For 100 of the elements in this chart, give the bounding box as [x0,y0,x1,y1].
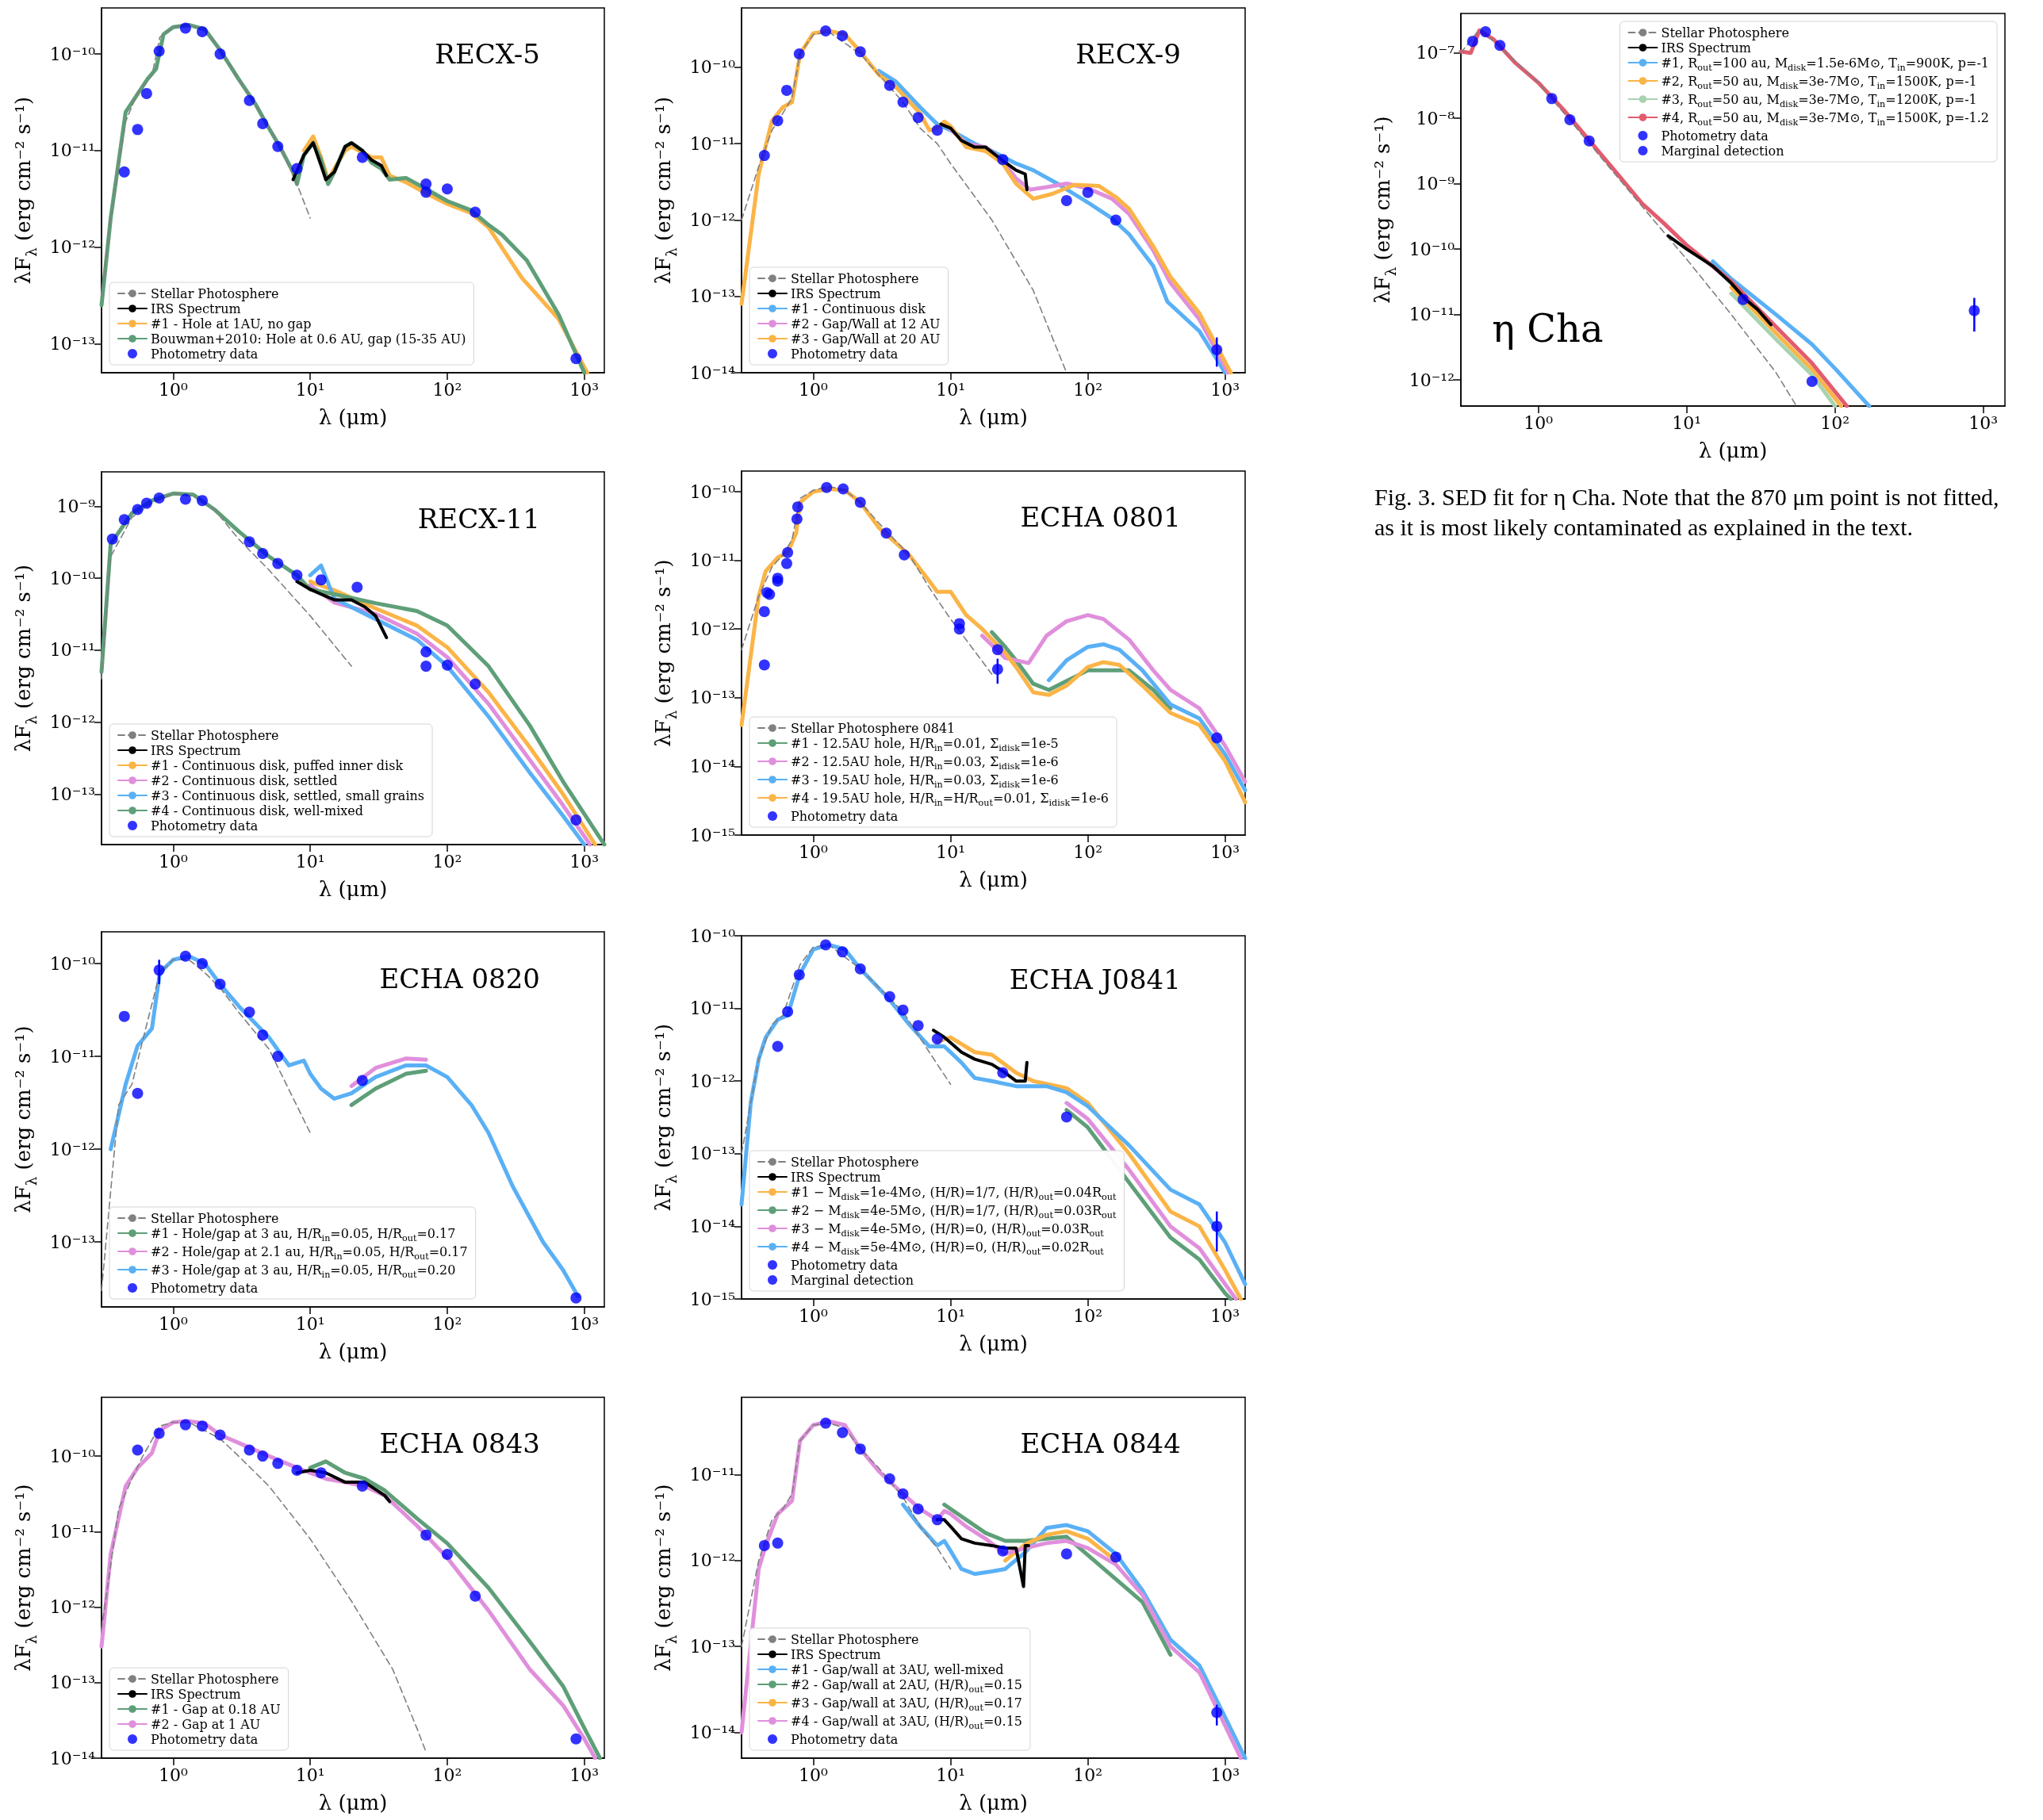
legend-label: Stellar Photosphere [791,1631,919,1647]
legend-label: #3 - Continuous disk, settled, small grains [151,787,425,803]
y-axis-title: λFλ (erg cm⁻² s⁻¹) [10,1025,40,1213]
y-tick-label: 10⁻⁸ [1416,108,1455,128]
y-tick-label: 10⁻¹¹ [689,133,735,154]
x-tick-label: 10⁰ [158,851,188,872]
x-tick-label: 10⁰ [799,1764,829,1785]
x-tick-label: 10⁰ [158,1764,188,1785]
legend-label: Photometry data [151,346,259,362]
y-tick-label: 10⁻¹³ [689,688,735,708]
y-tick-label: 10⁻¹⁰ [49,953,96,974]
x-tick-label: 10³ [1210,841,1240,862]
y-axis-title: λFλ (erg cm⁻² s⁻¹) [650,1023,680,1212]
y-tick-label: 10⁻¹³ [49,1672,95,1693]
legend-label: Marginal detection [791,1272,914,1288]
text: RECX-5 [435,38,540,71]
legend-label: Bouwman+2010: Hole at 0.6 AU, gap (15-35 AU) [151,331,466,347]
legend-label: #4 - Continuous disk, well-mixed [151,803,363,818]
x-tick-label: 10² [1820,412,1850,433]
y-tick-label: 10⁻¹⁴ [49,1748,96,1768]
x-tick-label: 10⁰ [158,379,188,400]
y-tick-label: 10⁻¹⁰ [1409,239,1455,259]
y-tick-label: 10⁻¹⁰ [689,925,736,946]
legend-label: Stellar Photosphere [791,1154,919,1170]
y-tick-label: 10⁻¹⁴ [689,1722,736,1742]
x-axis-title: λ (μm) [959,1790,1028,1814]
y-tick-label: 10⁻¹⁴ [689,756,736,776]
y-axis-title: λFλ (erg cm⁻² s⁻¹) [650,559,680,747]
x-tick-label: 10³ [569,1764,600,1785]
x-tick-label: 10³ [569,379,600,400]
x-tick-label: 10¹ [295,379,325,400]
x-axis-title: λ (μm) [959,404,1028,429]
x-tick-label: 10² [1073,379,1103,400]
legend-label: #2 - Gap/Wall at 12 AU [791,316,941,331]
y-tick-label: 10⁻⁹ [56,496,96,516]
legend-label: IRS Spectrum [791,1646,881,1662]
y-tick-label: 10⁻¹¹ [689,998,735,1019]
y-tick-label: 10⁻¹⁵ [689,1289,735,1309]
legend-label: #3 - Gap/Wall at 20 AU [791,331,941,347]
legend-label: #1 - Gap at 0.18 AU [151,1701,281,1717]
legend-label: Marginal detection [1661,143,1784,159]
legend-label: Stellar Photosphere [1661,25,1789,40]
y-tick-label: 10⁻¹¹ [49,1046,95,1067]
legend-label: #1 - Hole at 1AU, no gap [151,316,312,331]
x-tick-label: 10⁰ [799,379,829,400]
y-tick-label: 10⁻¹⁰ [49,568,96,588]
x-tick-label: 10² [1073,841,1103,862]
x-axis-title: λ (μm) [318,876,388,901]
x-tick-label: 10¹ [936,1764,965,1785]
x-tick-label: 10¹ [295,1764,325,1785]
legend-label: Stellar Photosphere [791,270,919,286]
x-tick-label: 10² [432,851,462,872]
legend-label: Photometry data [791,346,899,362]
x-tick-label: 10³ [1210,1305,1240,1326]
y-tick-label: 10⁻¹¹ [49,140,95,161]
legend-label: Stellar Photosphere [151,1210,279,1226]
y-tick-label: 10⁻¹² [689,209,735,230]
x-tick-label: 10¹ [1672,412,1702,433]
x-axis-title: λ (μm) [959,867,1028,891]
x-axis-title: λ (μm) [959,1331,1028,1355]
text: RECX-9 [1075,38,1181,71]
x-tick-label: 10⁰ [799,1305,829,1326]
y-tick-label: 10⁻¹¹ [1409,305,1455,325]
x-tick-label: 10¹ [936,1305,965,1326]
text: ECHA 0820 [379,962,540,994]
text: ECHA 0801 [1020,501,1181,534]
text: ECHA J0841 [1009,964,1181,996]
legend-label: IRS Spectrum [151,742,241,758]
y-tick-label: 10⁻¹⁵ [689,825,735,845]
x-tick-label: 10⁰ [158,1313,188,1334]
legend-label: Photometry data [791,808,899,824]
y-tick-label: 10⁻¹² [49,237,95,258]
y-tick-label: 10⁻¹³ [689,1144,735,1164]
x-tick-label: 10¹ [936,841,965,862]
x-tick-label: 10⁰ [1524,412,1554,433]
y-tick-label: 10⁻⁷ [1416,43,1455,63]
legend-label: Stellar Photosphere [151,727,279,743]
y-tick-label: 10⁻¹² [689,1550,735,1571]
x-axis-title: λ (μm) [1698,438,1768,462]
legend-label: Photometry data [791,1257,899,1273]
x-tick-label: 10² [432,1764,462,1785]
x-tick-label: 10¹ [295,851,325,872]
y-tick-label: 10⁻¹³ [49,784,95,805]
text: RECX-11 [417,502,540,535]
legend-label: Stellar Photosphere [151,1671,279,1687]
x-tick-label: 10³ [569,1313,600,1334]
y-axis-title: λFλ (erg cm⁻² s⁻¹) [1370,116,1399,304]
legend-label: #2 - Gap at 1 AU [151,1716,261,1732]
x-tick-label: 10⁰ [799,841,829,862]
legend-label: #1 - Continuous disk [791,301,926,316]
y-tick-label: 10⁻⁹ [1416,174,1455,194]
y-tick-label: 10⁻¹³ [49,1232,95,1252]
y-tick-label: 10⁻¹⁰ [49,44,96,64]
x-tick-label: 10² [1073,1764,1103,1785]
x-tick-label: 10³ [1968,412,1999,433]
x-tick-label: 10¹ [936,379,965,400]
x-tick-label: 10³ [569,851,600,872]
legend-label: Photometry data [1661,128,1769,144]
y-tick-label: 10⁻¹¹ [49,640,95,661]
y-axis-title: λFλ (erg cm⁻² s⁻¹) [10,564,40,753]
